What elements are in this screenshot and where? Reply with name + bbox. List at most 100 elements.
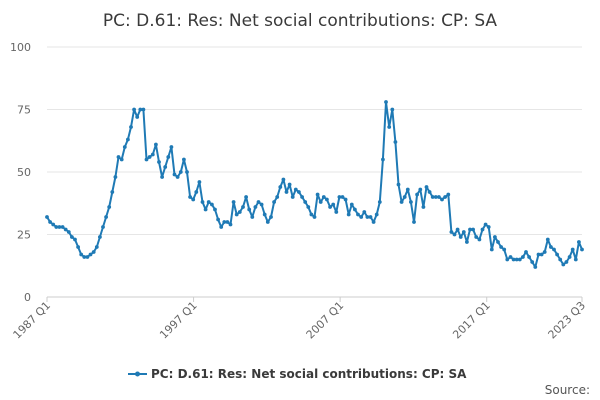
data-point [135, 115, 139, 119]
data-point [163, 165, 167, 169]
data-point [546, 238, 550, 242]
data-point [394, 140, 398, 144]
data-point [275, 195, 279, 199]
y-tick-label: 0 [24, 291, 31, 304]
data-point [471, 228, 475, 232]
x-axis: 1987 Q1 1997 Q1 2007 Q1 2017 Q1 2023 Q3 [11, 297, 589, 341]
data-point [238, 210, 242, 214]
data-point [126, 138, 130, 142]
data-point [306, 205, 310, 209]
data-point [120, 158, 124, 162]
data-point [235, 213, 239, 217]
y-tick-label: 75 [17, 104, 31, 117]
data-point [331, 203, 335, 207]
data-point [182, 158, 186, 162]
data-point [272, 200, 276, 204]
data-point [496, 240, 500, 244]
data-point [114, 175, 118, 179]
data-point [48, 220, 52, 224]
data-point [415, 193, 419, 197]
data-point [98, 235, 102, 239]
data-point [409, 200, 413, 204]
data-point [129, 125, 133, 129]
data-point [86, 255, 90, 259]
data-point [462, 230, 466, 234]
data-point [341, 195, 345, 199]
data-point [372, 220, 376, 224]
data-point [232, 200, 236, 204]
data-point [95, 245, 99, 249]
series-line [47, 102, 582, 267]
data-point [521, 255, 525, 259]
data-point [487, 225, 491, 229]
data-point [524, 250, 528, 254]
data-point [425, 185, 429, 189]
data-point [577, 240, 581, 244]
legend[interactable]: PC: D.61: Res: Net social contributions:… [128, 367, 467, 381]
data-point [300, 195, 304, 199]
data-point [353, 208, 357, 212]
data-point [51, 223, 55, 227]
y-tick-label: 100 [10, 41, 31, 54]
data-point [179, 170, 183, 174]
data-point [465, 240, 469, 244]
data-point [453, 233, 457, 237]
data-point [437, 195, 441, 199]
data-point [474, 235, 478, 239]
data-point [285, 190, 289, 194]
data-point [198, 180, 202, 184]
data-point [418, 188, 422, 192]
data-point [117, 155, 121, 159]
data-point [390, 108, 394, 112]
data-point [79, 253, 83, 257]
data-point [574, 258, 578, 262]
data-point [499, 245, 503, 249]
data-point [397, 183, 401, 187]
data-point [459, 235, 463, 239]
data-point [291, 195, 295, 199]
data-point [400, 200, 404, 204]
data-point [154, 143, 158, 147]
data-point [260, 203, 264, 207]
data-point [107, 205, 111, 209]
data-point [530, 260, 534, 264]
data-point [166, 155, 170, 159]
data-point [446, 193, 450, 197]
data-point [505, 258, 509, 262]
data-point [319, 200, 323, 204]
data-point [173, 173, 177, 177]
data-point [422, 205, 426, 209]
data-point [344, 198, 348, 202]
data-point [347, 213, 351, 217]
data-point [490, 248, 494, 252]
data-point [552, 248, 556, 252]
data-point [428, 190, 432, 194]
data-point [64, 228, 68, 232]
data-point [123, 145, 127, 149]
data-point [132, 108, 136, 112]
data-point [148, 155, 152, 159]
data-point [176, 175, 180, 179]
data-point [509, 255, 513, 259]
data-point [322, 195, 326, 199]
chart-title: PC: D.61: Res: Net social contributions:… [103, 11, 498, 31]
data-point [207, 200, 211, 204]
data-point [313, 215, 317, 219]
data-point [151, 153, 155, 157]
data-point [45, 215, 49, 219]
data-point [244, 195, 248, 199]
data-point [185, 170, 189, 174]
data-point [213, 208, 217, 212]
data-point [110, 190, 114, 194]
data-point [406, 188, 410, 192]
data-point [266, 220, 270, 224]
data-point [160, 175, 164, 179]
data-point [61, 225, 65, 229]
data-point [375, 213, 379, 217]
data-point [201, 200, 205, 204]
data-point [278, 185, 282, 189]
data-point [440, 198, 444, 202]
source-label[interactable]: Source: [545, 383, 590, 397]
data-point [518, 258, 522, 262]
